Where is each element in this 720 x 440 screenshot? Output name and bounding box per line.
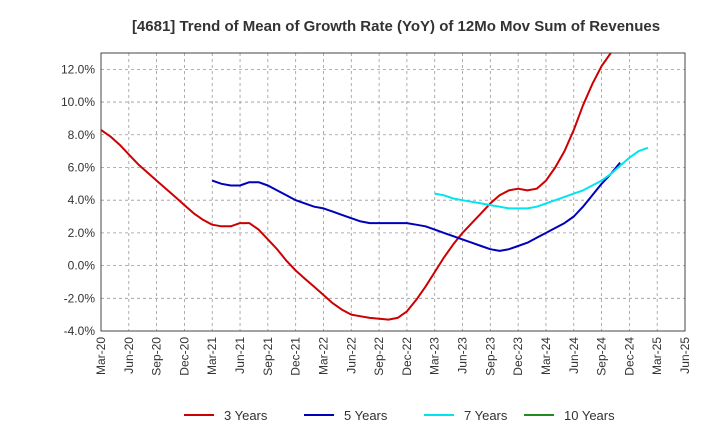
x-tick-label: Jun-21 (233, 337, 247, 374)
series-line-7-years (434, 146, 649, 210)
y-tick-label: 8.0% (68, 128, 96, 142)
x-tick-label: Dec-20 (177, 337, 191, 376)
x-tick-label: Dec-24 (622, 337, 636, 376)
y-tick-label: 0.0% (68, 259, 96, 273)
legend-label: 3 Years (224, 408, 268, 423)
x-tick-label: Sep-23 (483, 337, 497, 376)
x-tick-label: Mar-21 (205, 337, 219, 375)
grid (100, 53, 686, 332)
y-tick-label: -2.0% (64, 291, 96, 305)
legend-label: 7 Years (464, 408, 508, 423)
x-tick-label: Sep-21 (261, 337, 275, 376)
series-line-5-years (211, 161, 621, 252)
plot-frame (100, 52, 686, 332)
y-tick-label: 2.0% (68, 226, 96, 240)
x-tick-label: Jun-23 (456, 337, 470, 374)
x-tick-label: Mar-23 (428, 337, 442, 375)
y-tick-label: 12.0% (61, 62, 95, 76)
x-tick-label: Mar-22 (316, 337, 330, 375)
x-axis: Mar-20 Jun-20 Sep-20 Dec-20 Mar-21 Jun-21 Sep-… (94, 337, 692, 376)
x-tick-label: Jun-20 (122, 337, 136, 374)
x-tick-label: Dec-22 (400, 337, 414, 376)
y-axis: -4.0% -2.0% 0.0% 2.0% 4.0% 6.0% 8.0% 10.0% 12.0% (61, 62, 95, 338)
series-line-3-years (100, 52, 612, 321)
y-tick-label: 4.0% (68, 193, 96, 207)
x-tick-label: Jun-25 (678, 337, 692, 374)
series-lines (100, 52, 649, 321)
legend: 3 Years 5 Years 7 Years 10 Years (184, 408, 615, 423)
x-tick-label: Sep-24 (595, 337, 609, 376)
y-tick-label: 10.0% (61, 95, 95, 109)
y-tick-label: -4.0% (64, 324, 96, 338)
x-tick-label: Dec-23 (511, 337, 525, 376)
x-tick-label: Mar-25 (650, 337, 664, 375)
x-tick-label: Sep-22 (372, 337, 386, 376)
legend-label: 5 Years (344, 408, 388, 423)
x-tick-label: Jun-24 (567, 337, 581, 374)
chart-title: [4681] Trend of Mean of Growth Rate (YoY… (132, 18, 660, 35)
x-tick-label: Sep-20 (150, 337, 164, 376)
y-tick-label: 6.0% (68, 160, 96, 174)
x-tick-label: Dec-21 (289, 337, 303, 376)
legend-label: 10 Years (564, 408, 615, 423)
x-tick-label: Mar-20 (94, 337, 108, 375)
x-tick-label: Jun-22 (344, 337, 358, 374)
x-tick-label: Mar-24 (539, 337, 553, 375)
